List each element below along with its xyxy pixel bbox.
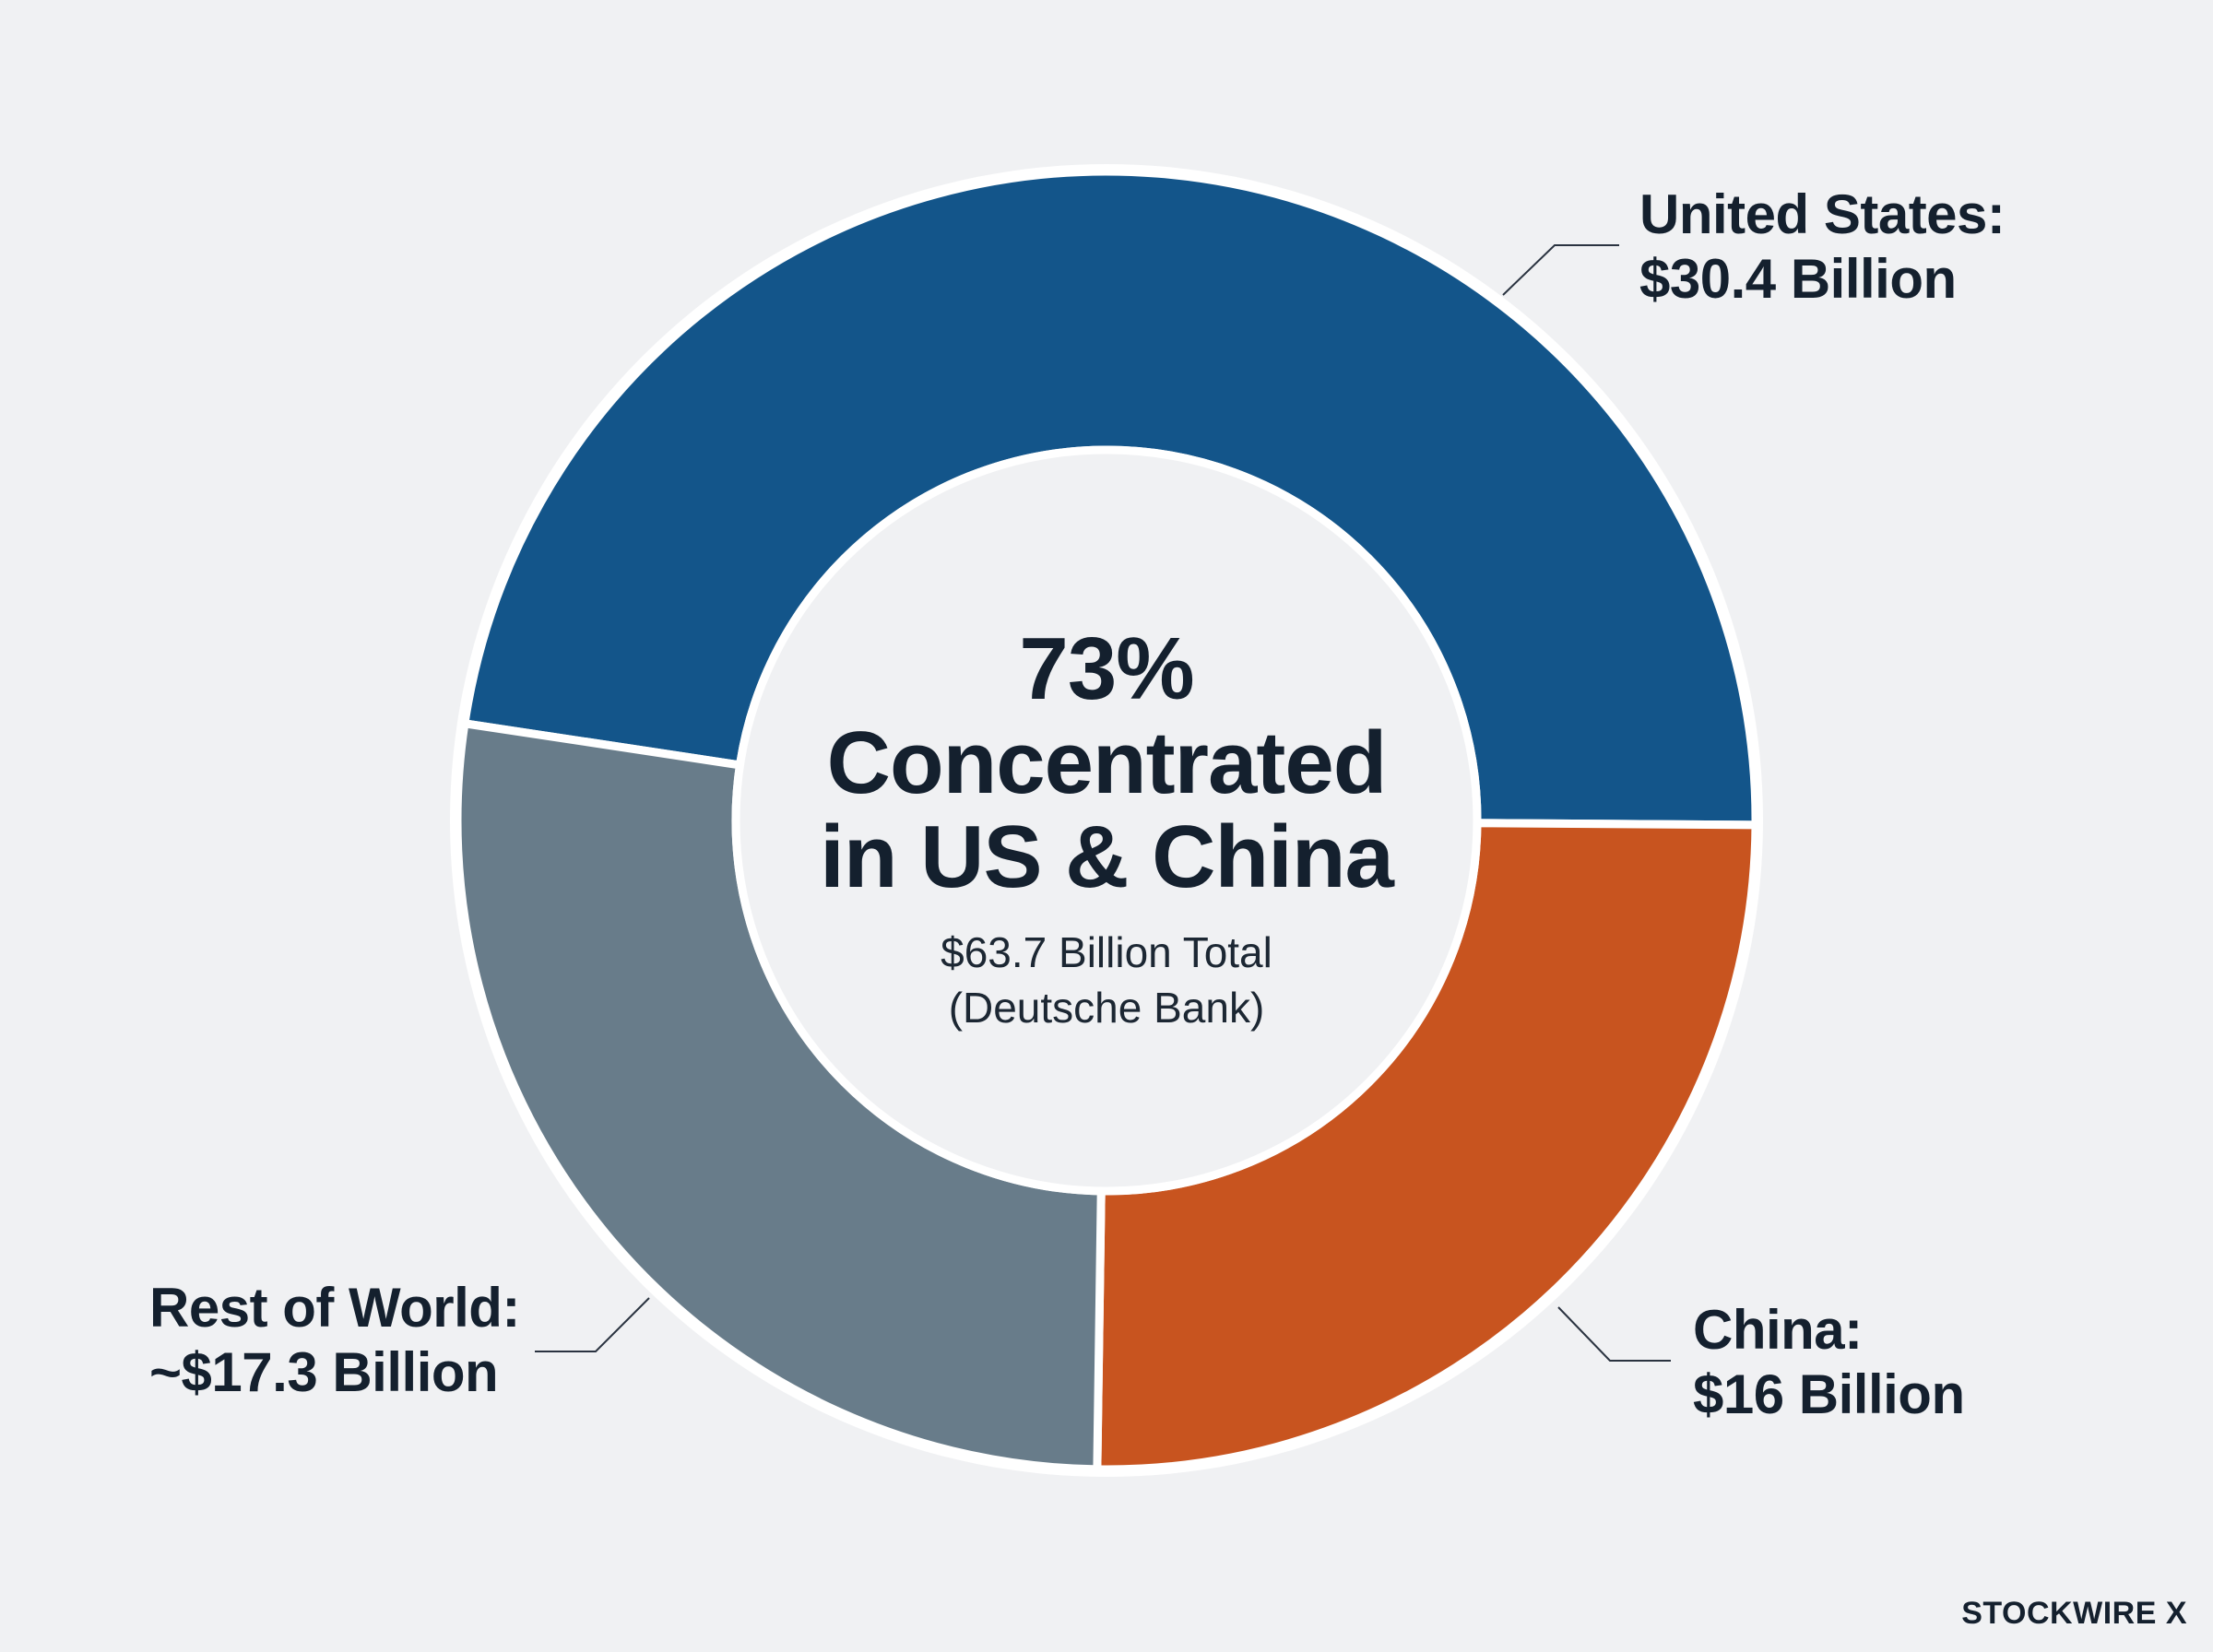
slice-label-value: $16 Billion [1693, 1363, 1965, 1425]
center-subtitle-line: $63.7 Billion Total [941, 928, 1272, 976]
leader-line-us [1502, 244, 1619, 296]
center-subtitle-line: (Deutsche Bank) [948, 984, 1265, 1032]
center-subtitle: $63.7 Billion Total (Deutsche Bank) [738, 925, 1475, 1035]
slice-label-us: United States: $30.4 Billion [1639, 183, 2006, 312]
donut-center-hole [731, 445, 1482, 1196]
slice-label-value: ~$17.3 Billion [149, 1341, 499, 1403]
slice-label-name: China: [1693, 1299, 1863, 1361]
center-headline-line: in US & China [820, 808, 1394, 906]
center-summary: 73% Concentrated in US & China $63.7 Bil… [738, 622, 1475, 1035]
slice-label-name: United States: [1639, 183, 2006, 245]
brand-logo: STOCKWIRE X [1961, 1596, 2187, 1631]
leader-line-row [535, 1297, 650, 1352]
center-headline: 73% Concentrated in US & China [738, 622, 1475, 904]
center-headline-line: 73% [1019, 620, 1194, 718]
slice-label-value: $30.4 Billion [1639, 248, 1957, 310]
slice-label-name: Rest of World: [149, 1277, 520, 1339]
slice-label-china: China: $16 Billion [1693, 1298, 1965, 1427]
slice-label-rest-of-world: Rest of World: ~$17.3 Billion [149, 1276, 520, 1405]
leader-line-china [1557, 1306, 1671, 1362]
center-headline-line: Concentrated [826, 714, 1388, 812]
